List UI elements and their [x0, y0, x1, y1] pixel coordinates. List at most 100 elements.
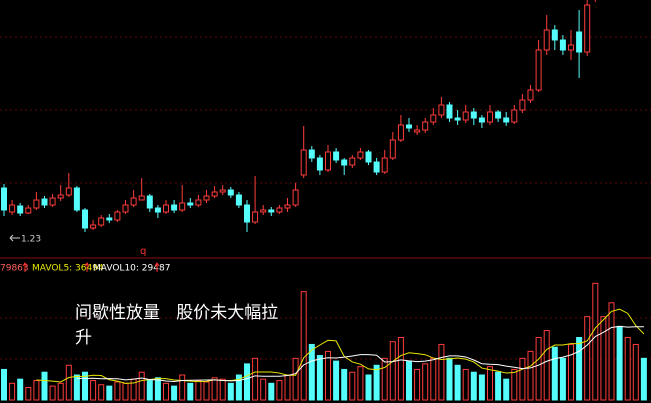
- marker: q: [140, 246, 146, 257]
- candle-body: [276, 207, 283, 213]
- volume-bar: [389, 341, 396, 401]
- candle-body: [122, 204, 129, 213]
- volume-bar: [203, 381, 210, 401]
- volume-bar: [535, 337, 542, 401]
- candle-body: [41, 198, 48, 206]
- candle-body: [543, 29, 550, 51]
- volume-bar: [511, 368, 518, 401]
- volume-bar: [527, 350, 534, 401]
- volume-bar: [90, 380, 97, 401]
- volume-bar: [138, 371, 145, 401]
- candle-body: [365, 151, 372, 163]
- volume-bar: [195, 380, 202, 401]
- volume-bar: [179, 374, 186, 401]
- candle-body: [252, 211, 259, 223]
- volume-bar: [349, 371, 356, 401]
- volume-bar: [495, 371, 502, 401]
- candle-body: [90, 224, 97, 229]
- volume-bar: [608, 302, 615, 401]
- volume-bar: [543, 330, 550, 401]
- volume-bar: [163, 382, 169, 401]
- mavol5-header: MAVOL5: 36494: [32, 264, 104, 274]
- candle-body: [576, 31, 583, 53]
- candle-body: [106, 217, 113, 221]
- candle-body: [260, 209, 267, 213]
- candle-body: [381, 157, 388, 173]
- candle-body: [406, 124, 412, 129]
- volume-bar: [325, 350, 331, 401]
- candle-body: [495, 111, 502, 119]
- volume-bar: [171, 385, 178, 401]
- volume-bar: [559, 357, 566, 401]
- candle-body: [519, 99, 526, 111]
- candle-body: [235, 194, 242, 206]
- candle-body: [187, 202, 194, 206]
- candle-body: [146, 195, 153, 209]
- volume-bar: [82, 371, 88, 401]
- volume-bar: [227, 382, 234, 401]
- candle-body: [1, 187, 7, 211]
- volume-bar: [25, 387, 32, 401]
- candle-body: [389, 139, 396, 159]
- candle-body: [244, 204, 250, 223]
- volume-bar: [268, 382, 275, 401]
- volume-bar: [211, 377, 218, 401]
- candle-body: [195, 199, 202, 206]
- volume-bar: [406, 360, 412, 401]
- candle-body: [454, 117, 461, 121]
- candle-body: [470, 111, 477, 119]
- candle-body: [568, 44, 574, 51]
- volume-bar: [365, 374, 372, 401]
- volume-bar: [146, 380, 153, 401]
- candle-body: [219, 189, 226, 193]
- volume-bar: [446, 357, 453, 401]
- volume-bar: [600, 316, 607, 401]
- candle-body: [65, 187, 72, 196]
- arrow: [154, 262, 160, 272]
- volume-bar: [1, 368, 7, 401]
- volume-bar: [576, 337, 583, 401]
- volume-bar: [584, 316, 591, 401]
- volume-bar: [235, 374, 242, 401]
- volume-bar: [73, 374, 80, 401]
- volume-bar: [49, 385, 56, 401]
- candle-body: [49, 197, 56, 206]
- candle-body: [9, 204, 16, 213]
- volume-bar: [260, 378, 267, 401]
- volume-bar: [65, 364, 72, 401]
- volume-bar: [308, 343, 315, 401]
- volume-bar: [438, 343, 445, 401]
- volume-bar: [616, 325, 623, 401]
- candle-body: [138, 195, 145, 201]
- volume-bar: [333, 360, 340, 401]
- volume-bar: [9, 382, 16, 401]
- candle-body: [114, 211, 121, 221]
- volume-bar: [624, 337, 631, 401]
- volume-bar: [316, 355, 323, 401]
- arrow: [22, 262, 28, 272]
- candle-body: [163, 204, 169, 213]
- candle-body: [300, 149, 307, 176]
- arrow: [84, 262, 90, 272]
- candle-body: [414, 129, 421, 133]
- ma-line: [36, 308, 645, 384]
- candle-body: [316, 157, 323, 171]
- candle-body: [73, 187, 80, 211]
- candle-body: [503, 117, 510, 123]
- annotation: 间歇性放量 股价未大幅拉: [75, 303, 278, 323]
- volume-bar: [381, 357, 388, 401]
- candle-body: [171, 204, 178, 211]
- candle-body: [17, 205, 24, 214]
- volume-bar: [33, 380, 40, 401]
- volume-bar: [106, 385, 113, 401]
- volume-bar: [478, 374, 485, 401]
- candle-body: [551, 29, 558, 41]
- volume-bar: [57, 382, 64, 401]
- volume-bar: [568, 343, 574, 401]
- candle-body: [325, 151, 331, 171]
- candle-body: [349, 157, 356, 166]
- candle-body: [357, 151, 364, 159]
- candle-body: [227, 189, 234, 196]
- candle-body: [478, 117, 485, 123]
